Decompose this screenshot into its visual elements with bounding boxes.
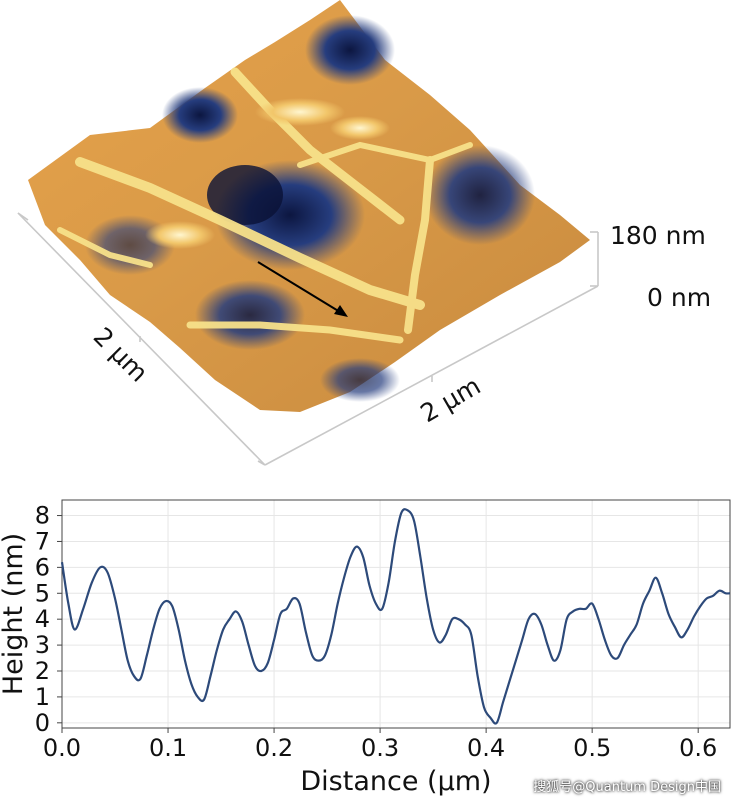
watermark: 搜狐号@Quantum Design中国 (533, 780, 721, 795)
afm-3d-surface: 180 nm 0 nm 2 µm 2 µm (17, 0, 711, 466)
y-tick-label: 1 (35, 683, 50, 711)
x-tick-label: 0.0 (43, 734, 81, 762)
x-tick-label: 0.3 (361, 734, 399, 762)
x-tick-label: 0.2 (255, 734, 293, 762)
y-tick-label: 3 (35, 631, 50, 659)
y-tick-label: 5 (35, 579, 50, 607)
x-tick-label: 0.5 (573, 734, 611, 762)
scale-bar-top-label: 180 nm (610, 221, 706, 250)
x-tick-label: 0.6 (679, 734, 717, 762)
x-axis-label: Distance (μm) (300, 766, 491, 797)
chart-grid (61, 500, 730, 728)
plot-frame (61, 499, 731, 729)
y-axis-label: Height (nm) (0, 533, 29, 695)
profile-line-arrow (257, 261, 348, 317)
height-profile-series-line (60, 508, 731, 725)
afm-surface-body (28, 0, 590, 412)
y-tick-label: 8 (35, 502, 50, 530)
y-tick-label: 4 (35, 605, 50, 633)
afm-3d-image-panel: 180 nm 0 nm 2 µm 2 µm (17, 0, 711, 466)
y-tick-label: 2 (35, 657, 50, 685)
afm-bounding-box (17, 212, 599, 466)
y-tick-label: 7 (35, 527, 50, 555)
x-tick-label: 0.1 (149, 734, 187, 762)
scale-bar-bottom-label: 0 nm (647, 283, 711, 312)
axis-label-right: 2 µm (416, 371, 486, 428)
y-tick-label: 6 (35, 553, 50, 581)
axis-label-left: 2 µm (88, 322, 154, 388)
y-tick-label: 0 (35, 709, 50, 737)
x-tick-label: 0.4 (467, 734, 505, 762)
x-axis-ticks: 0.0 0.1 0.2 0.3 0.4 0.5 0.6 (43, 728, 717, 762)
